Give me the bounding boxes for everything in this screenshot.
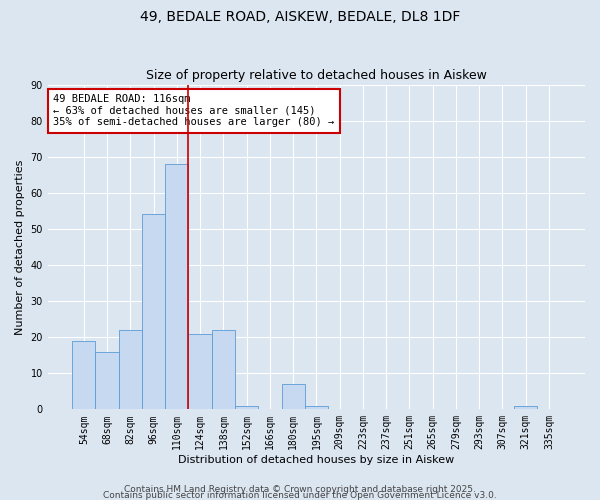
Y-axis label: Number of detached properties: Number of detached properties [15, 160, 25, 334]
Bar [212, 330, 235, 409]
Bar [119, 330, 142, 409]
Bar [142, 214, 165, 410]
Bar [235, 406, 258, 409]
Text: 49 BEDALE ROAD: 116sqm
← 63% of detached houses are smaller (145)
35% of semi-de: 49 BEDALE ROAD: 116sqm ← 63% of detached… [53, 94, 334, 128]
Bar [72, 341, 95, 409]
Bar [165, 164, 188, 410]
X-axis label: Distribution of detached houses by size in Aiskew: Distribution of detached houses by size … [178, 455, 455, 465]
Title: Size of property relative to detached houses in Aiskew: Size of property relative to detached ho… [146, 69, 487, 82]
Text: Contains public sector information licensed under the Open Government Licence v3: Contains public sector information licen… [103, 491, 497, 500]
Bar [188, 334, 212, 409]
Bar [514, 406, 538, 409]
Text: 49, BEDALE ROAD, AISKEW, BEDALE, DL8 1DF: 49, BEDALE ROAD, AISKEW, BEDALE, DL8 1DF [140, 10, 460, 24]
Bar [305, 406, 328, 409]
Bar [281, 384, 305, 409]
Bar [95, 352, 119, 410]
Text: Contains HM Land Registry data © Crown copyright and database right 2025.: Contains HM Land Registry data © Crown c… [124, 484, 476, 494]
